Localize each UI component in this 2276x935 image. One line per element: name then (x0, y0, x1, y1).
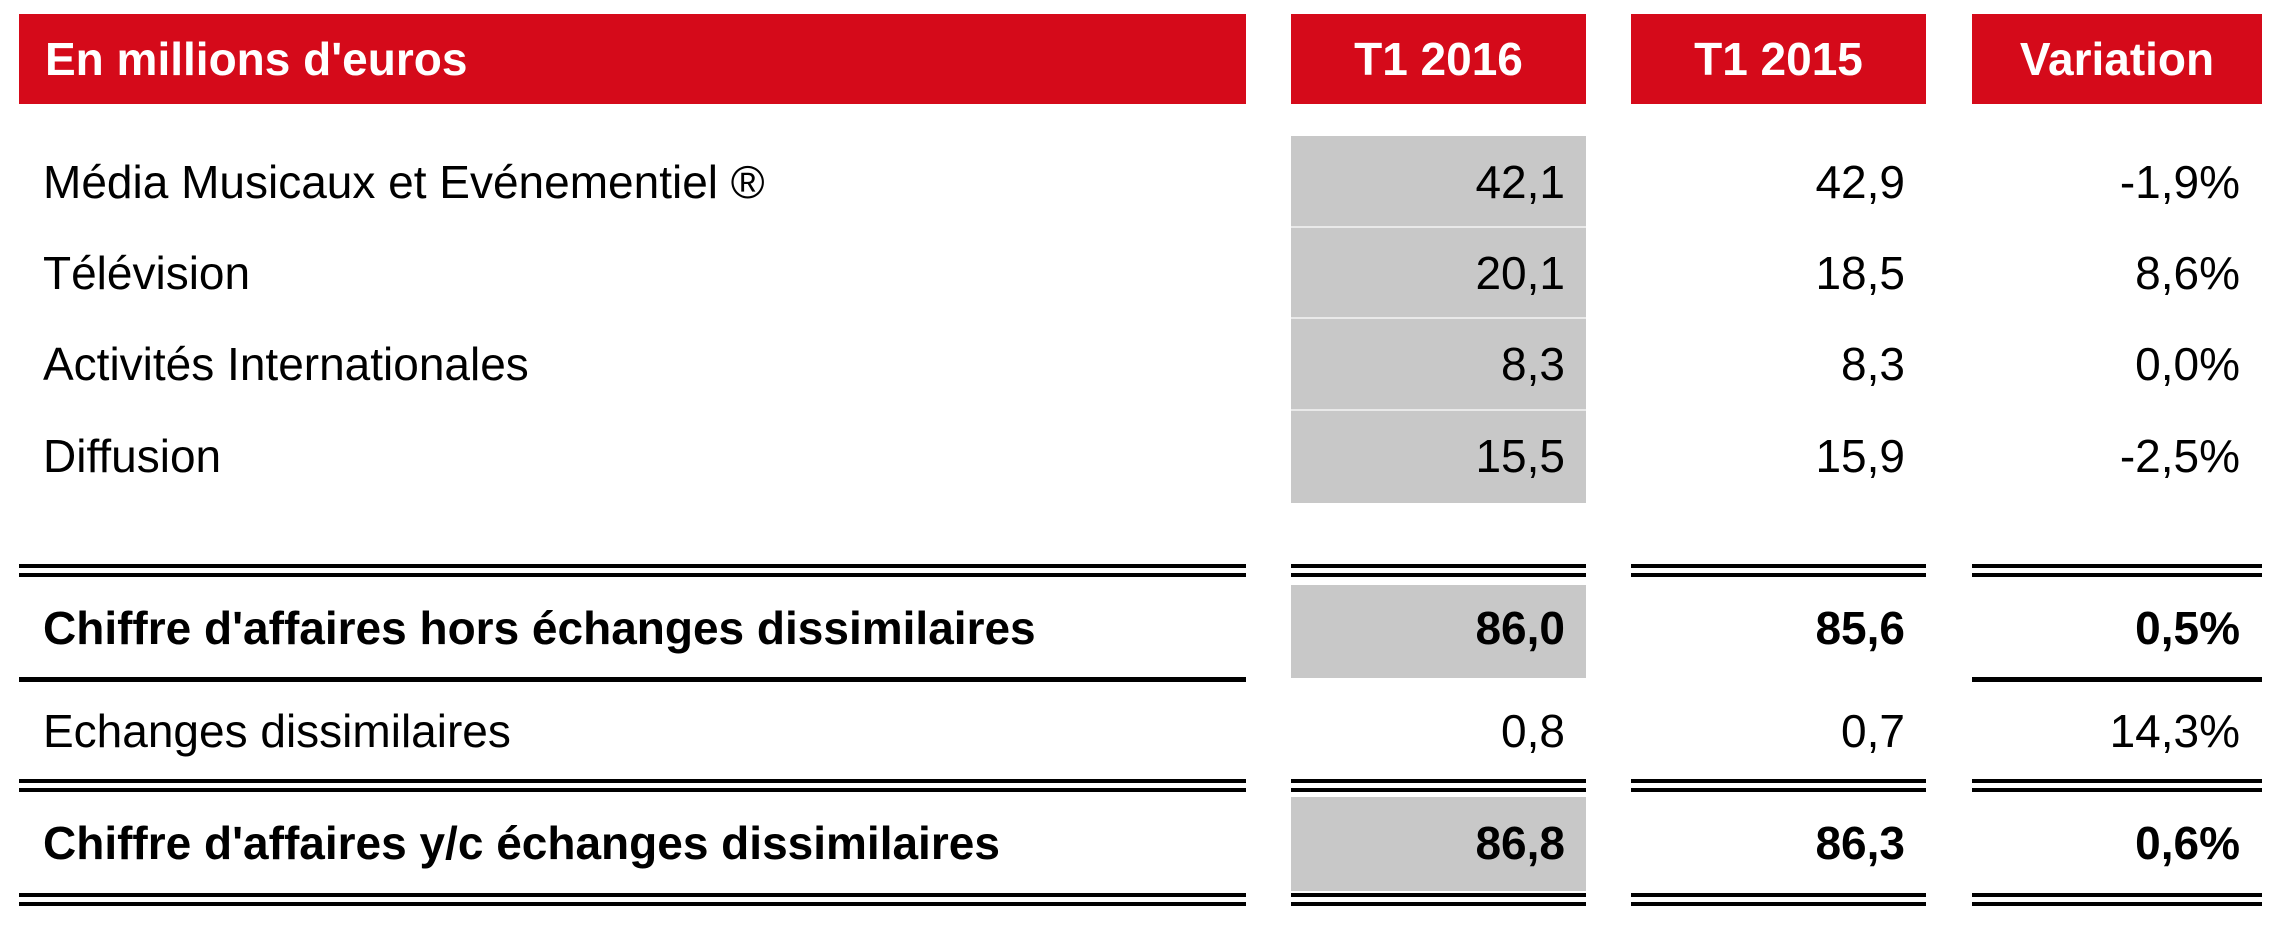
total-t1-2015-value: 86,3 (1815, 817, 1905, 869)
subtotal-variation-value: 0,5% (2135, 602, 2240, 654)
double-rule (1631, 564, 1926, 568)
double-rule (19, 788, 1246, 792)
row-t1-2016-value: 8,3 (1501, 338, 1565, 390)
row-t1-2015-value: 8,3 (1841, 338, 1905, 390)
double-rule (1972, 564, 2262, 568)
exchanges-t1-2016-value: 0,8 (1501, 705, 1565, 757)
double-rule (1631, 902, 1926, 906)
double-rule (1631, 779, 1926, 783)
double-rule (1972, 893, 2262, 897)
header-t1-2016: T1 2016 (1291, 14, 1586, 104)
row-label: Média Musicaux et Evénementiel ® (43, 156, 765, 208)
total-variation-value: 0,6% (2135, 817, 2240, 869)
row-variation-value: 8,6% (2135, 247, 2240, 299)
double-rule (1291, 779, 1586, 783)
double-rule (1291, 788, 1586, 792)
row-separator (1291, 226, 1586, 228)
double-rule (1291, 564, 1586, 568)
subtotal-label: Chiffre d'affaires hors échanges dissimi… (43, 602, 1036, 654)
exchanges-t1-2015-value: 0,7 (1841, 705, 1905, 757)
t1-2016-highlight-subtotal (1291, 585, 1586, 678)
row-t1-2016-value: 20,1 (1475, 247, 1565, 299)
row-variation-value: 0,0% (2135, 338, 2240, 390)
double-rule (1291, 902, 1586, 906)
header-label: En millions d'euros (19, 14, 1246, 104)
row-label: Activités Internationales (43, 338, 529, 390)
row-t1-2015-value: 42,9 (1815, 156, 1905, 208)
row-t1-2016-value: 15,5 (1475, 430, 1565, 482)
double-rule (1972, 788, 2262, 792)
subtotal-t1-2015-value: 85,6 (1815, 602, 1905, 654)
row-variation-value: -1,9% (2119, 156, 2240, 208)
single-rule (19, 677, 1246, 682)
row-label: Télévision (43, 247, 251, 299)
t1-2016-highlight-top (1291, 136, 1586, 503)
row-t1-2015-value: 18,5 (1815, 247, 1905, 299)
double-rule (1631, 788, 1926, 792)
row-label: Diffusion (43, 430, 222, 482)
double-rule (19, 573, 1246, 577)
row-t1-2015-value: 15,9 (1815, 430, 1905, 482)
row-t1-2016-value: 42,1 (1475, 156, 1565, 208)
row-variation-value: -2,5% (2119, 430, 2240, 482)
t1-2016-highlight-total (1291, 797, 1586, 891)
exchanges-label: Echanges dissimilaires (43, 705, 511, 757)
single-rule (1972, 677, 2262, 682)
header-variation: Variation (1972, 14, 2262, 104)
double-rule (1631, 573, 1926, 577)
double-rule (1972, 779, 2262, 783)
double-rule (1972, 573, 2262, 577)
double-rule (1972, 902, 2262, 906)
double-rule (19, 779, 1246, 783)
double-rule (19, 893, 1246, 897)
double-rule (1291, 573, 1586, 577)
header-t1-2015: T1 2015 (1631, 14, 1926, 104)
double-rule (1631, 893, 1926, 897)
subtotal-t1-2016-value: 86,0 (1475, 602, 1565, 654)
total-t1-2016-value: 86,8 (1475, 817, 1565, 869)
double-rule (1291, 893, 1586, 897)
double-rule (19, 902, 1246, 906)
total-label: Chiffre d'affaires y/c échanges dissimil… (43, 817, 1000, 869)
double-rule (19, 564, 1246, 568)
row-separator (1291, 317, 1586, 319)
exchanges-variation-value: 14,3% (2109, 705, 2240, 757)
row-separator (1291, 409, 1586, 411)
